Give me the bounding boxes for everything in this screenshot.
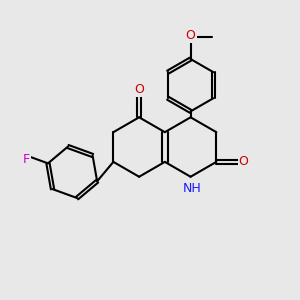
Text: NH: NH bbox=[183, 182, 202, 194]
Text: O: O bbox=[134, 83, 144, 96]
Text: F: F bbox=[23, 152, 30, 166]
Text: O: O bbox=[239, 155, 249, 168]
Text: O: O bbox=[186, 29, 196, 42]
